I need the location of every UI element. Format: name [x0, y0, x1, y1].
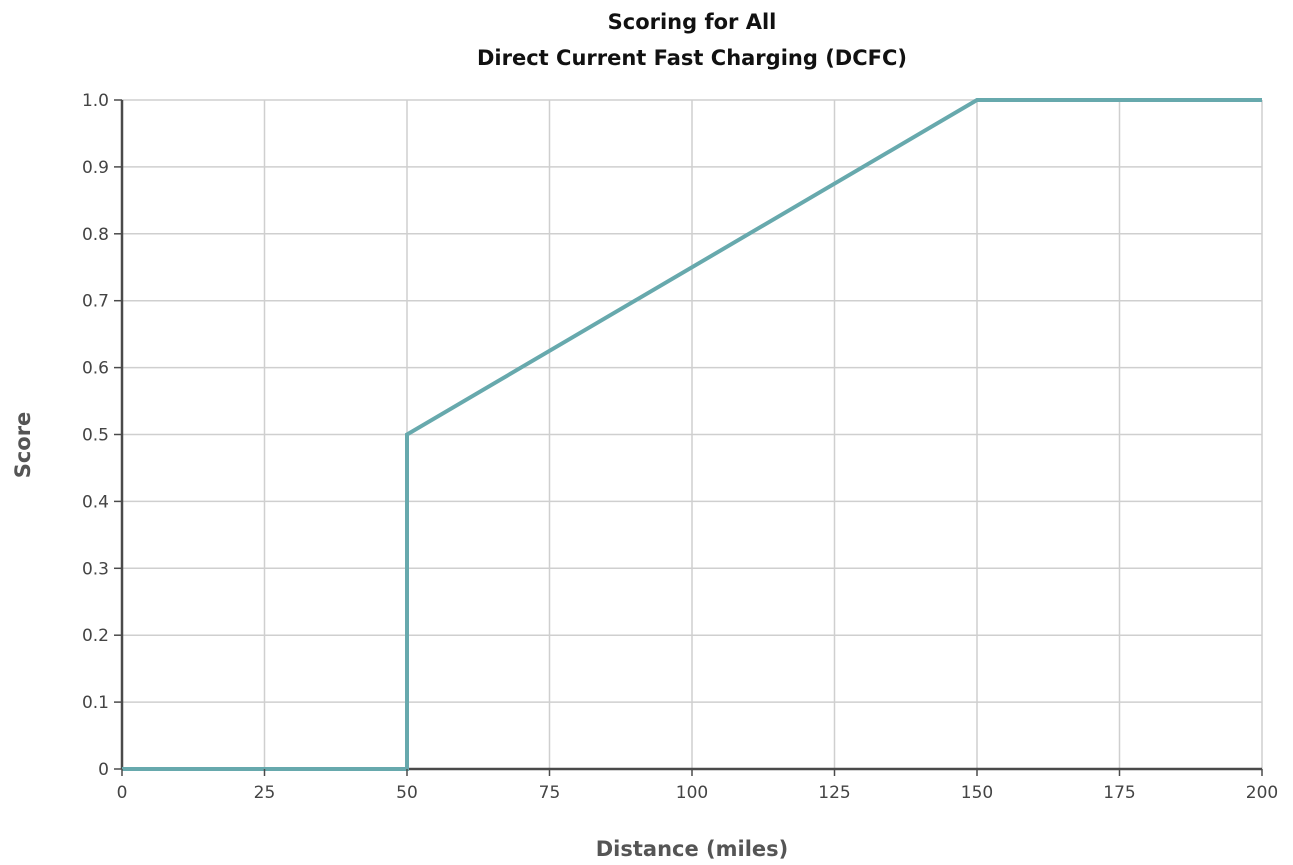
y-tick-label: 0.3 — [82, 559, 109, 579]
y-tick-label: 0.5 — [82, 426, 109, 446]
x-tick-label: 100 — [676, 783, 708, 803]
y-tick-label: 0.4 — [82, 492, 109, 512]
y-axis-ticks: 0 0.1 0.2 0.3 0.4 0.5 0.6 0.7 0.8 0.9 1.0 — [82, 91, 122, 780]
x-tick-label: 75 — [539, 783, 561, 803]
y-tick-label: 0.6 — [82, 359, 109, 379]
series-layer — [122, 98, 1262, 771]
y-axis-title: Score — [11, 412, 35, 479]
chart-title-line-1: Scoring for All — [608, 10, 777, 34]
y-tick-label: 0.1 — [82, 693, 109, 713]
y-tick-label: 0.8 — [82, 225, 109, 245]
x-tick-label: 25 — [254, 783, 276, 803]
y-tick-label: 0 — [98, 760, 109, 780]
y-tick-label: 0.9 — [82, 158, 109, 178]
x-tick-label: 0 — [117, 783, 128, 803]
y-tick-label: 1.0 — [82, 91, 109, 111]
x-axis-title: Distance (miles) — [596, 837, 789, 861]
series-line — [122, 98, 1262, 771]
x-tick-label: 150 — [961, 783, 993, 803]
x-tick-label: 175 — [1103, 783, 1135, 803]
x-tick-label: 125 — [818, 783, 850, 803]
x-tick-label: 200 — [1246, 783, 1278, 803]
y-tick-label: 0.2 — [82, 626, 109, 646]
grid — [122, 99, 1263, 769]
x-tick-label: 50 — [396, 783, 418, 803]
x-axis-ticks: 0 25 50 75 100 125 150 175 200 — [117, 769, 1278, 803]
y-tick-label: 0.7 — [82, 292, 109, 312]
chart-title-line-2: Direct Current Fast Charging (DCFC) — [477, 46, 907, 70]
